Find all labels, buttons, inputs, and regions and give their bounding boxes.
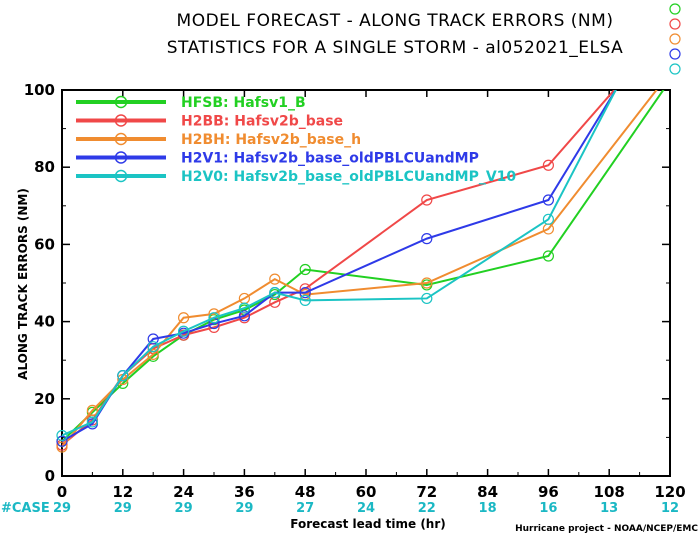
data-point <box>178 312 190 324</box>
case-count: 18 <box>479 501 497 516</box>
y-tick-label: 60 <box>34 235 55 253</box>
data-point-offscale <box>669 18 681 30</box>
case-count: 29 <box>53 501 71 516</box>
series-line <box>62 90 665 442</box>
legend-label: HFSB: Hafsv1_B <box>181 95 306 111</box>
data-point <box>147 341 159 353</box>
data-point <box>299 287 311 299</box>
data-point <box>86 416 99 428</box>
case-label: #CASE <box>1 501 50 516</box>
case-count: 29 <box>175 501 193 516</box>
x-tick-label: 60 <box>356 483 377 501</box>
series-4 <box>56 63 681 442</box>
data-point <box>147 333 159 345</box>
y-tick-label: 80 <box>34 158 55 176</box>
case-count: 24 <box>357 501 375 516</box>
x-tick-label: 96 <box>538 483 559 501</box>
data-point-offscale <box>669 63 681 75</box>
y-axis-label: ALONG TRACK ERRORS (NM) <box>16 188 30 380</box>
data-point <box>269 273 281 285</box>
data-point <box>56 441 68 453</box>
data-point <box>178 325 190 337</box>
x-tick-label: 108 <box>594 483 625 501</box>
data-point <box>542 213 555 225</box>
x-tick-label: 12 <box>112 483 133 501</box>
data-point <box>421 277 433 289</box>
data-point <box>542 250 555 262</box>
series-line <box>62 90 658 448</box>
series-line <box>62 90 617 437</box>
legend-label: H2V0: Hafsv2b_base_oldPBLCUandMP_V10 <box>181 169 516 185</box>
data-point-offscale <box>669 3 681 15</box>
x-tick-label: 120 <box>654 483 685 501</box>
legend-marker <box>114 132 128 146</box>
data-point <box>56 435 68 447</box>
data-point <box>421 233 433 245</box>
x-tick-label: 0 <box>57 483 67 501</box>
x-tick-label: 84 <box>477 483 498 501</box>
case-count: 22 <box>418 501 436 516</box>
case-count: 12 <box>661 501 679 516</box>
legend-marker <box>114 169 128 183</box>
case-count: 13 <box>600 501 618 516</box>
data-point <box>208 312 220 324</box>
data-point <box>238 302 250 314</box>
series-0 <box>56 3 681 447</box>
y-tick-label: 20 <box>34 390 55 408</box>
case-count: 29 <box>114 501 132 516</box>
y-tick-label: 40 <box>34 313 55 331</box>
x-tick-label: 48 <box>295 483 316 501</box>
data-point <box>421 292 433 305</box>
data-point <box>269 287 281 299</box>
data-point <box>299 294 311 306</box>
series-3 <box>56 48 681 447</box>
data-point <box>86 404 99 416</box>
case-count: 16 <box>539 501 557 516</box>
legend-label: H2BH: Hafsv2b_base_h <box>181 132 361 148</box>
case-count: 29 <box>235 501 253 516</box>
case-count: 27 <box>296 501 314 516</box>
data-point <box>542 159 555 171</box>
chart-title-line1: MODEL FORECAST - ALONG TRACK ERRORS (NM) <box>177 11 614 31</box>
series-1 <box>56 18 681 451</box>
x-tick-label: 72 <box>416 483 437 501</box>
legend: HFSB: Hafsv1_B H2BB: Hafsv2b_base H2BH: Ha… <box>76 95 516 185</box>
data-point <box>542 194 555 206</box>
y-tick-label: 0 <box>45 467 55 485</box>
data-point <box>238 310 250 322</box>
data-point <box>421 194 433 206</box>
data-point <box>56 429 68 442</box>
x-axis-label: Forecast lead time (hr) <box>290 517 446 531</box>
legend-label: H2V1: Hafsv2b_base_oldPBLCUandMP <box>181 151 479 167</box>
plot-area: 0291229242936294827602472228418961610813… <box>24 3 686 516</box>
data-point-offscale <box>669 48 681 60</box>
data-point-offscale <box>669 33 681 45</box>
y-tick-label: 100 <box>24 81 55 99</box>
credit-text: Hurricane project - NOAA/NCEP/EMC <box>515 524 698 534</box>
x-tick-label: 24 <box>173 483 194 501</box>
legend-marker <box>114 95 128 109</box>
legend-label: H2BB: Hafsv2b_base <box>181 114 343 130</box>
data-point <box>117 370 129 382</box>
legend-marker <box>114 114 128 127</box>
plot-frame <box>61 89 671 477</box>
x-tick-label: 36 <box>234 483 255 501</box>
legend-marker <box>114 151 128 164</box>
data-point <box>299 263 311 276</box>
series-line <box>62 90 617 443</box>
data-point <box>147 348 159 361</box>
chart-title-line2: STATISTICS FOR A SINGLE STORM - al052021… <box>167 38 624 58</box>
